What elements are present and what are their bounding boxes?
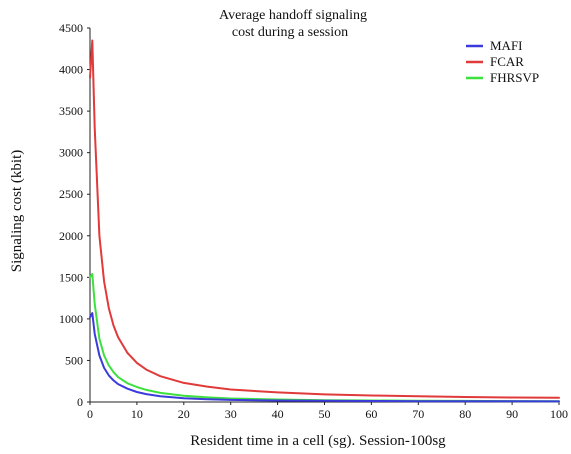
x-tick-label: 10 [131,407,143,421]
y-tick-label: 500 [65,353,83,367]
x-tick-label: 20 [178,407,190,421]
legend: MAFI FCAR FHRSVP [466,38,539,85]
y-tick-label: 1500 [59,270,83,284]
x-tick-label: 60 [365,407,377,421]
y-tick-label: 4500 [59,21,83,35]
x-tick-label: 40 [272,407,284,421]
y-tick-label: 4000 [59,63,83,77]
y-tick-label: 1000 [59,312,83,326]
x-tick-label: 50 [319,407,331,421]
chart-title-line-2: cost during a session [232,25,348,40]
x-tick-label: 70 [412,407,424,421]
series-line-fcar [89,39,560,399]
chart-title-line-1: Average handoff signaling [219,8,367,23]
y-tick-label: 2000 [59,229,83,243]
legend-label-mafi: MAFI [490,38,523,53]
series-line-fhrsvp [89,273,560,403]
legend-label-fhrsvp: FHRSVP [490,70,539,85]
y-tick-label: 3000 [59,146,83,160]
x-tick-label: 100 [550,407,568,421]
y-tick-label: 3500 [59,104,83,118]
y-tick-label: 2500 [59,187,83,201]
x-tick-label: 30 [225,407,237,421]
x-axis-title: Resident time in a cell (sg). Session-10… [190,433,446,449]
series-line-mafi [89,312,560,403]
y-tick-label: 0 [77,395,83,409]
x-tick-label: 80 [459,407,471,421]
y-axis-title: Signaling cost (kbit) [9,150,25,273]
x-tick-label: 0 [87,407,93,421]
legend-label-fcar: FCAR [490,54,524,69]
x-tick-label: 90 [506,407,518,421]
